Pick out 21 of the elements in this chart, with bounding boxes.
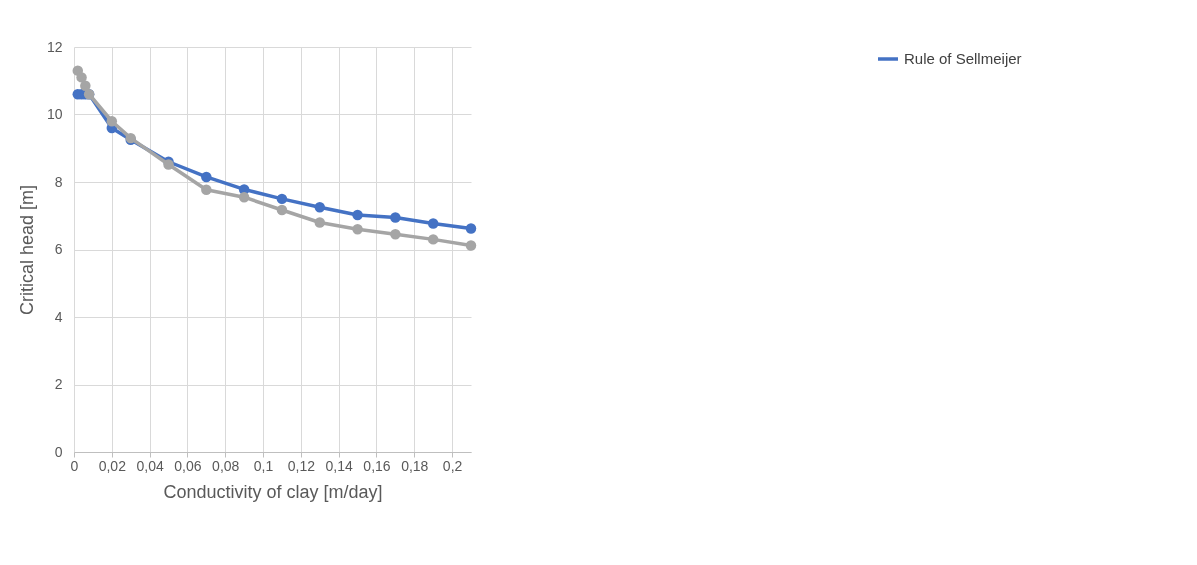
y-tick-label: 12	[46, 38, 63, 55]
y-tick-label: 4	[54, 308, 63, 325]
y-tick-label: 0	[54, 443, 63, 460]
legend-label: Rule of Sellmeijer	[904, 50, 1022, 67]
y-axis-title: Critical head [m]	[16, 184, 37, 316]
x-tick-label: 0,14	[325, 457, 353, 474]
x-tick-label: 0,02	[98, 457, 127, 474]
x-tick-label: 0,06	[174, 457, 202, 474]
x-axis-title: Conductivity of clay [m/day]	[163, 481, 383, 502]
x-tick-label: 0	[70, 457, 79, 474]
x-tick-label: 0,18	[401, 457, 429, 474]
x-tick-label: 0,1	[253, 457, 274, 474]
y-tick-label: 2	[54, 376, 63, 392]
y-tick-label: 10	[46, 106, 63, 122]
y-tick-label: 8	[54, 173, 63, 190]
y-tick-label: 6	[54, 241, 63, 257]
x-tick-label: 0,2	[442, 457, 463, 474]
x-tick-label: 0,16	[363, 457, 391, 474]
x-tick-label: 0,12	[287, 457, 316, 474]
x-tick-label: 0,04	[136, 457, 164, 474]
x-tick-label: 0,08	[212, 457, 240, 474]
